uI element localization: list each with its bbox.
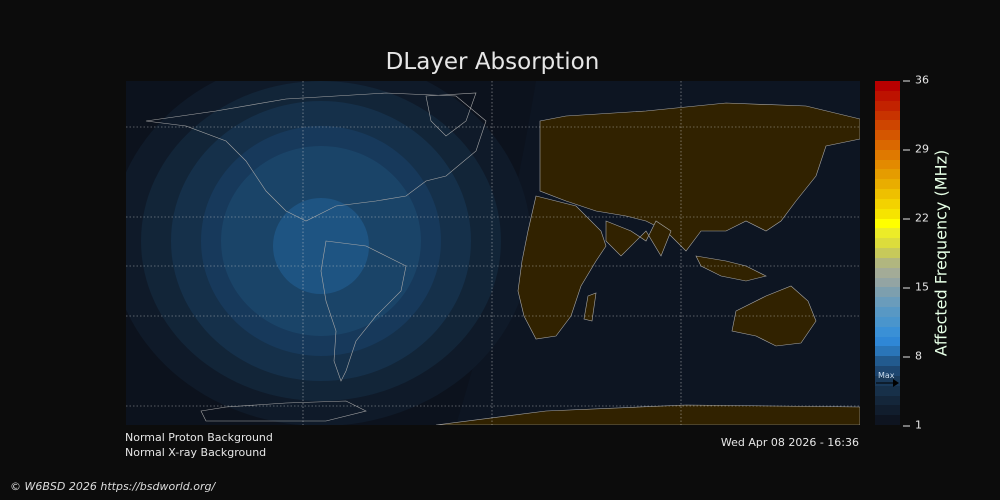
copyright-link[interactable]: © W6BSD 2026 https://bsdworld.org/ bbox=[10, 480, 216, 493]
colorbar-band bbox=[875, 355, 900, 367]
greenland bbox=[425, 92, 477, 137]
proton-status: Normal Proton Background bbox=[125, 431, 273, 444]
colorbar-band bbox=[875, 188, 900, 199]
colorbar-tick: 29 bbox=[903, 143, 929, 156]
colorbar bbox=[875, 80, 900, 425]
colorbar-band bbox=[875, 237, 900, 249]
chart-title: DLayer Absorption bbox=[385, 49, 600, 75]
north-america bbox=[145, 92, 487, 222]
colorbar-band bbox=[875, 336, 900, 347]
africa bbox=[517, 195, 607, 340]
colorbar-band bbox=[875, 267, 900, 278]
colorbar-band bbox=[875, 316, 900, 327]
antarctica bbox=[435, 404, 860, 425]
colorbar-tick: 15 bbox=[903, 281, 929, 294]
colorbar-band bbox=[875, 345, 900, 357]
colorbar-band bbox=[875, 168, 900, 180]
land-day bbox=[435, 102, 860, 425]
absorption-contour bbox=[273, 198, 369, 294]
colorbar-tick: 1 bbox=[903, 419, 922, 432]
colorbar-band bbox=[875, 139, 900, 150]
colorbar-band bbox=[875, 247, 900, 258]
colorbar-band bbox=[875, 385, 900, 396]
colorbar-band bbox=[875, 90, 900, 101]
xray-status: Normal X-ray Background bbox=[125, 446, 267, 459]
colorbar-band bbox=[875, 208, 900, 219]
colorbar-band bbox=[875, 365, 900, 376]
south-america-tip bbox=[200, 400, 367, 422]
timestamp: Wed Apr 08 2026 - 16:36 bbox=[720, 436, 859, 449]
southeast-asia bbox=[695, 255, 767, 282]
colorbar-band bbox=[875, 257, 900, 268]
colorbar-band bbox=[875, 119, 900, 131]
colorbar-band bbox=[875, 277, 900, 288]
arabia-india bbox=[605, 220, 672, 257]
colorbar-tick: 36 bbox=[903, 74, 929, 87]
colorbar-label: Affected Frequency (MHz) bbox=[931, 149, 951, 357]
colorbar-tick: 22 bbox=[903, 212, 929, 225]
madagascar bbox=[583, 292, 597, 322]
colorbar-band bbox=[875, 404, 900, 416]
eurasia bbox=[539, 102, 860, 252]
colorbar-band bbox=[875, 198, 900, 209]
colorbar-band bbox=[875, 227, 900, 239]
colorbar-band bbox=[875, 326, 900, 337]
colorbar-band bbox=[875, 218, 900, 229]
colorbar-band bbox=[875, 296, 900, 308]
colorbar-band bbox=[875, 100, 900, 111]
colorbar-band bbox=[875, 110, 900, 121]
max-marker-label: Max bbox=[878, 371, 895, 380]
colorbar-band bbox=[875, 178, 900, 190]
colorbar-band bbox=[875, 149, 900, 160]
gridlines bbox=[126, 81, 860, 425]
colorbar-tick: 8 bbox=[903, 350, 922, 363]
colorbar-band bbox=[875, 80, 900, 91]
max-arrow-icon bbox=[876, 379, 899, 387]
colorbar-band bbox=[875, 129, 900, 140]
colorbar-band bbox=[875, 286, 900, 298]
colorbar-band bbox=[875, 306, 900, 317]
absorption-map bbox=[126, 81, 860, 425]
colorbar-band bbox=[875, 395, 900, 406]
colorbar-band bbox=[875, 375, 900, 386]
colorbar-band bbox=[875, 414, 900, 425]
colorbar-band bbox=[875, 159, 900, 170]
